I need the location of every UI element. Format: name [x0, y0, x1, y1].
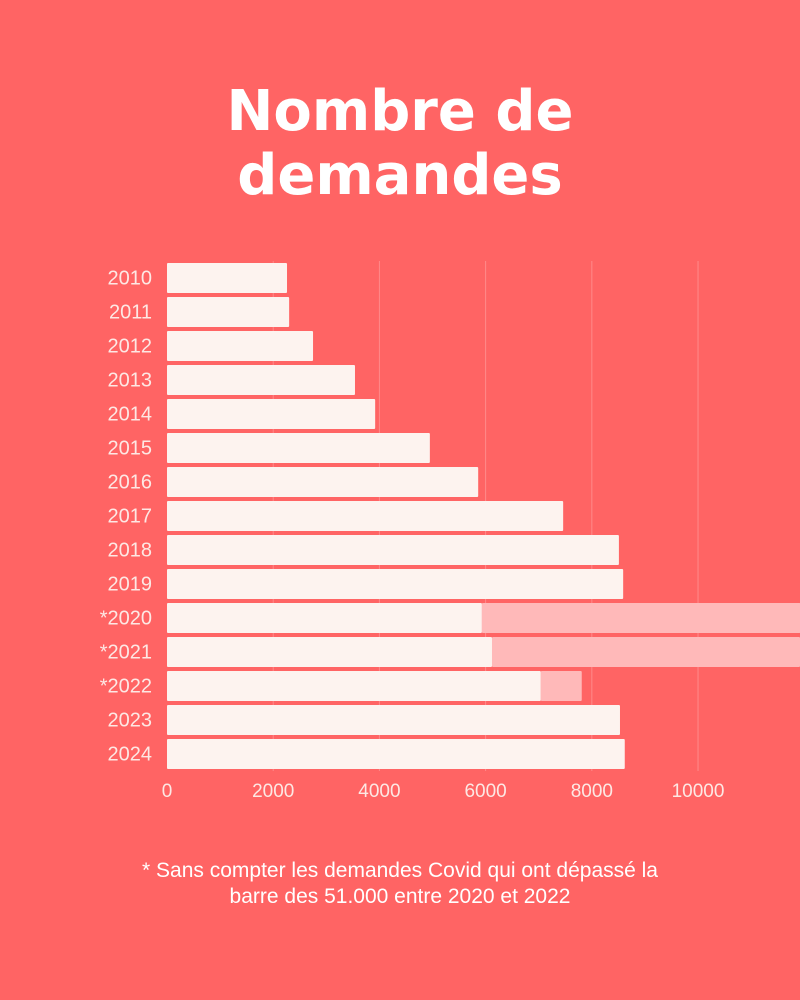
y-tick-label: 2018: [108, 539, 153, 561]
bar: [540, 671, 582, 701]
x-tick-label: 10000: [672, 781, 725, 802]
y-tick-label: 2023: [108, 709, 153, 731]
y-tick-label: 2015: [108, 437, 153, 459]
x-tick-label: 0: [162, 781, 173, 802]
bar: [167, 569, 624, 599]
y-tick-label: *2021: [100, 641, 152, 663]
bar: [167, 739, 625, 769]
bar: [167, 297, 290, 327]
y-tick-label: 2024: [108, 743, 153, 765]
y-tick-label: 2014: [108, 403, 153, 425]
x-tick-label: 6000: [464, 781, 506, 802]
y-tick-label: 2010: [108, 267, 153, 289]
x-tick-label: 8000: [571, 781, 613, 802]
bar: [481, 603, 800, 633]
y-tick-label: 2013: [108, 369, 153, 391]
x-tick-label: 2000: [252, 781, 294, 802]
bar: [167, 535, 619, 565]
bar: [167, 433, 430, 463]
bar: [167, 637, 492, 667]
bar: [167, 501, 564, 531]
bar: [167, 331, 314, 361]
bar: [491, 637, 800, 667]
y-tick-label: *2022: [100, 675, 152, 697]
bar: [167, 603, 482, 633]
bar: [167, 365, 355, 395]
bar: [167, 467, 479, 497]
y-tick-label: 2016: [108, 471, 153, 493]
y-tick-label: 2019: [108, 573, 153, 595]
y-tick-label: 2017: [108, 505, 153, 527]
bar: [167, 705, 620, 735]
y-tick-label: 2011: [109, 301, 152, 323]
y-tick-label: *2020: [100, 607, 152, 629]
bar: [167, 671, 541, 701]
x-tick-label: 4000: [358, 781, 400, 802]
y-tick-label: 2012: [108, 335, 153, 357]
bar: [167, 399, 376, 429]
chart-title: Nombre de demandes: [226, 79, 574, 208]
bar: [167, 263, 288, 293]
footnote: * Sans compter les demandes Covid qui on…: [142, 859, 658, 908]
